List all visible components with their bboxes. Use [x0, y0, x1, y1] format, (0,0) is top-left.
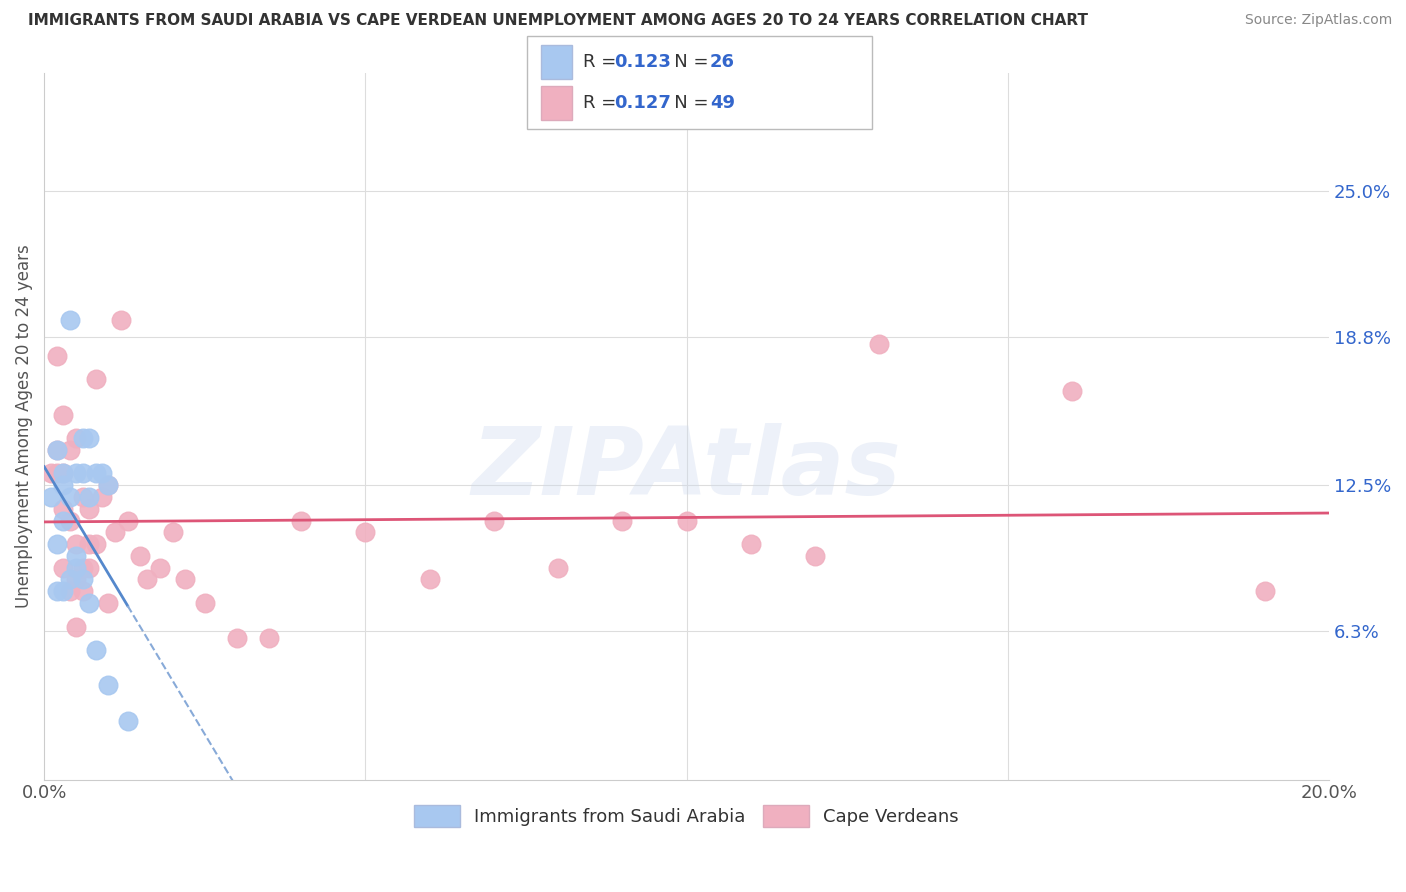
- Point: [52, 514, 75, 528]
- Point: [257, 632, 280, 646]
- Point: [129, 549, 152, 563]
- Point: [77, 431, 100, 445]
- Point: [59, 442, 82, 457]
- Point: [868, 336, 890, 351]
- Text: IMMIGRANTS FROM SAUDI ARABIA VS CAPE VERDEAN UNEMPLOYMENT AMONG AGES 20 TO 24 YE: IMMIGRANTS FROM SAUDI ARABIA VS CAPE VER…: [28, 13, 1088, 29]
- Point: [354, 525, 377, 540]
- Point: [84, 643, 107, 657]
- Point: [97, 478, 120, 492]
- Point: [110, 313, 132, 327]
- Point: [117, 514, 139, 528]
- Point: [1060, 384, 1083, 398]
- Point: [52, 501, 75, 516]
- Point: [162, 525, 184, 540]
- Point: [97, 478, 120, 492]
- Point: [174, 573, 197, 587]
- Point: [46, 442, 69, 457]
- Point: [84, 467, 107, 481]
- Point: [72, 490, 94, 504]
- Point: [675, 514, 697, 528]
- Point: [482, 514, 505, 528]
- Point: [52, 408, 75, 422]
- Point: [39, 467, 62, 481]
- Point: [77, 501, 100, 516]
- Point: [59, 584, 82, 599]
- Point: [77, 560, 100, 574]
- Point: [46, 537, 69, 551]
- Text: 0.127: 0.127: [614, 95, 671, 112]
- Text: ZIPAtlas: ZIPAtlas: [471, 423, 901, 515]
- Point: [52, 584, 75, 599]
- Point: [90, 467, 112, 481]
- Point: [97, 678, 120, 692]
- Point: [59, 313, 82, 327]
- Point: [77, 490, 100, 504]
- Point: [135, 573, 157, 587]
- Point: [52, 478, 75, 492]
- Point: [65, 573, 87, 587]
- Point: [97, 596, 120, 610]
- Point: [77, 596, 100, 610]
- Point: [194, 596, 217, 610]
- Point: [65, 467, 87, 481]
- Point: [547, 560, 569, 574]
- Point: [65, 560, 87, 574]
- Point: [46, 349, 69, 363]
- Point: [804, 549, 827, 563]
- Point: [65, 431, 87, 445]
- Point: [72, 431, 94, 445]
- Point: [52, 560, 75, 574]
- Point: [84, 537, 107, 551]
- Point: [46, 584, 69, 599]
- Point: [612, 514, 634, 528]
- Point: [52, 467, 75, 481]
- Point: [72, 573, 94, 587]
- Point: [104, 525, 127, 540]
- Y-axis label: Unemployment Among Ages 20 to 24 years: Unemployment Among Ages 20 to 24 years: [15, 244, 32, 608]
- Point: [65, 549, 87, 563]
- Point: [740, 537, 762, 551]
- Text: R =: R =: [583, 95, 623, 112]
- Point: [225, 632, 247, 646]
- Point: [90, 490, 112, 504]
- Point: [149, 560, 172, 574]
- Point: [46, 442, 69, 457]
- Point: [117, 714, 139, 728]
- Text: 49: 49: [710, 95, 735, 112]
- Text: N =: N =: [657, 53, 714, 70]
- Point: [77, 537, 100, 551]
- Point: [39, 490, 62, 504]
- Text: 26: 26: [710, 53, 735, 70]
- Point: [72, 560, 94, 574]
- Point: [65, 619, 87, 633]
- Point: [59, 514, 82, 528]
- Point: [72, 467, 94, 481]
- Text: R =: R =: [583, 53, 623, 70]
- Point: [419, 573, 441, 587]
- Point: [46, 467, 69, 481]
- Text: 0.123: 0.123: [614, 53, 671, 70]
- Point: [65, 537, 87, 551]
- Point: [1253, 584, 1275, 599]
- Point: [52, 467, 75, 481]
- Text: Source: ZipAtlas.com: Source: ZipAtlas.com: [1244, 13, 1392, 28]
- Point: [59, 490, 82, 504]
- Legend: Immigrants from Saudi Arabia, Cape Verdeans: Immigrants from Saudi Arabia, Cape Verde…: [408, 797, 966, 834]
- Point: [72, 584, 94, 599]
- Point: [59, 573, 82, 587]
- Text: N =: N =: [657, 95, 714, 112]
- Point: [84, 372, 107, 386]
- Point: [290, 514, 312, 528]
